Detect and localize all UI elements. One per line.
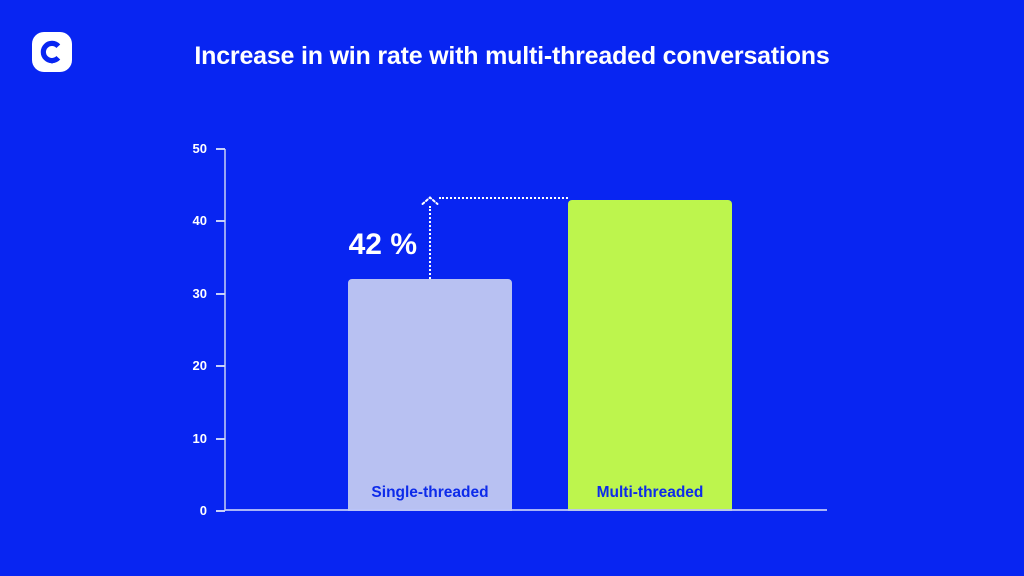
bar-label: Single-threaded [371,483,489,501]
increase-percentage-label: 42 % [348,228,417,262]
y-tick-mark [216,437,225,440]
y-tick-mark [216,510,225,512]
y-tick-label: 0 [199,503,207,518]
y-tick-label: 30 [192,285,207,301]
y-tick-label: 40 [192,213,207,229]
y-tick-mark [216,220,225,223]
y-tick-label: 20 [192,358,207,374]
chart-title: Increase in win rate with multi-threaded… [194,42,830,70]
dotted-arrow-vertical-line [429,205,431,280]
dotted-arrow-horizontal-line [439,196,568,199]
arrow-up-icon [420,193,440,211]
y-tick-label: 50 [192,141,207,156]
y-axis [224,149,226,511]
close-logo [32,32,72,72]
y-tick-mark [216,148,225,150]
x-axis [225,509,827,511]
bar-single-threaded: Single-threaded [348,279,512,511]
y-tick-mark [216,365,225,368]
bar-label: Multi-threaded [596,483,704,501]
bar-multi-threaded: Multi-threaded [568,199,732,511]
close-logo-icon [32,32,72,72]
y-tick-label: 10 [192,430,207,446]
y-tick-mark [216,292,225,295]
